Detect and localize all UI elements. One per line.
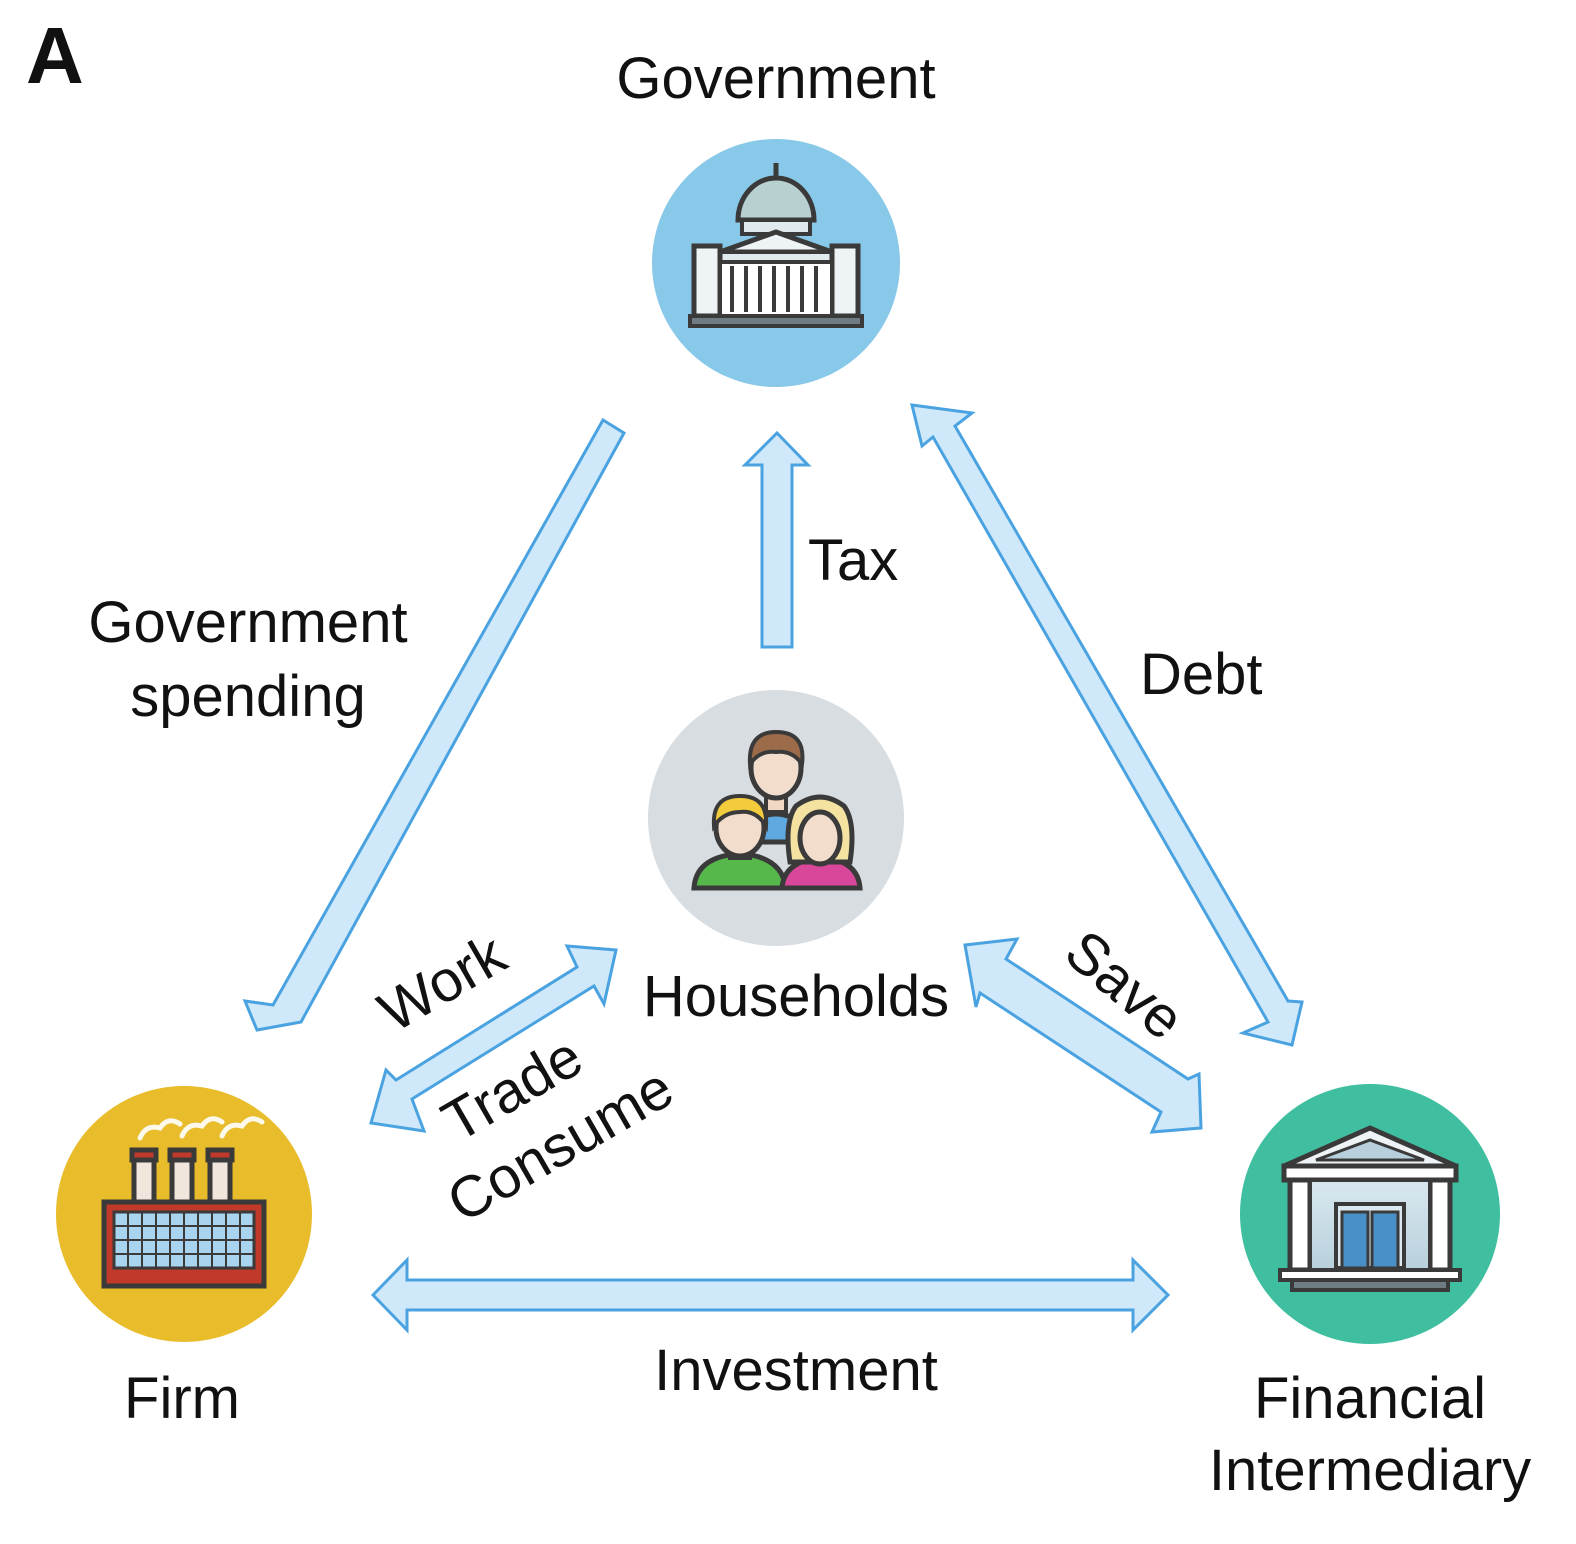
flow-label-tax: Tax <box>808 528 899 593</box>
investment-arrow <box>370 1256 1171 1334</box>
gov-spending-arrow <box>242 417 626 1032</box>
node-label-households: Households <box>642 964 950 1029</box>
node-label-government: Government <box>616 46 936 111</box>
government-icon <box>652 139 900 387</box>
node-label-firm: Firm <box>124 1366 240 1431</box>
debt-arrow <box>910 403 1304 1047</box>
node-label-financial-line1: Financial <box>1253 1366 1487 1431</box>
panel-label: A <box>26 11 84 100</box>
bank-icon <box>1240 1084 1500 1344</box>
flow-label-investment: Investment <box>654 1338 938 1403</box>
flow-label-gov-spending-line2: spending <box>130 664 366 729</box>
node-label-financial-line2: Intermediary <box>1208 1438 1532 1503</box>
households-financial-arrow <box>963 937 1203 1134</box>
flow-label-debt: Debt <box>1140 642 1263 707</box>
tax-arrow <box>741 430 812 649</box>
households-icon <box>648 690 904 946</box>
households-firm-arrow <box>369 944 618 1133</box>
firm-icon <box>56 1086 312 1342</box>
flow-label-gov-spending-line1: Government <box>88 590 408 655</box>
